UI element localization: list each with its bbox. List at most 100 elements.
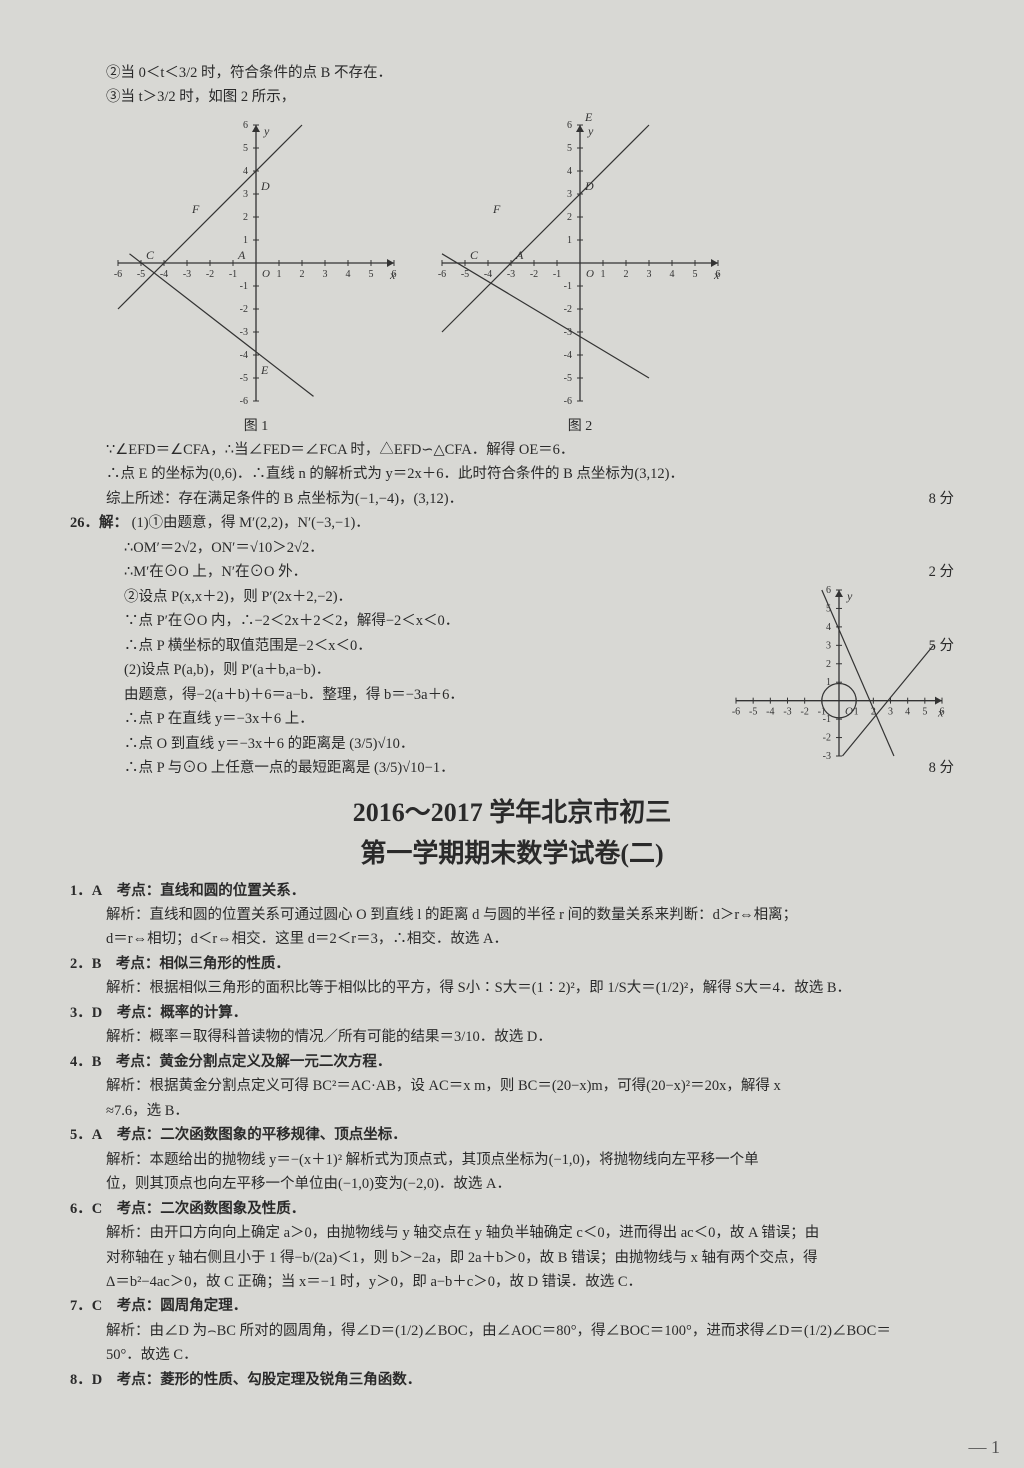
q26-num: 26．解： [70,515,128,531]
text-line: ∴OM′＝2√2，ON′＝√10＞2√2． [70,537,954,559]
svg-text:-2: -2 [800,707,808,718]
text: ∴点 P 横坐标的取值范围是−2＜x＜0． [124,638,372,654]
svg-text:A: A [237,248,246,262]
svg-text:4: 4 [346,269,351,280]
svg-text:-3: -3 [507,269,515,280]
answer-head: 4．B 考点：黄金分割点定义及解一元二次方程． [70,1051,954,1073]
svg-text:-2: -2 [530,269,538,280]
q26-row: 26．解： (1)①由题意，得 M′(2,2)，N′(−3,−1)． [70,512,954,534]
svg-text:-5: -5 [240,373,248,384]
answer-line: ≈7.6，选 B． [70,1100,954,1122]
text-line: 综上所述：存在满足条件的 B 点坐标为(−1,−4)，(3,12)． 8 分 [70,488,954,510]
answer-head: 5．A 考点：二次函数图象的平移规律、顶点坐标． [70,1124,954,1146]
svg-text:6: 6 [567,120,572,131]
answer-head: 8．D 考点：菱形的性质、勾股定理及锐角三角函数． [70,1369,954,1391]
figure-3: -6-5-4-3-2-1123456-3-2-1123456xyO [724,578,954,768]
page-number: — 1 [969,1437,1001,1458]
svg-text:4: 4 [826,622,831,633]
answer-head: 7．C 考点：圆周角定理． [70,1295,954,1317]
svg-text:E: E [584,113,593,124]
text-line: ③当 t＞3/2 时，如图 2 所示， [70,86,954,108]
answer-head: 2．B 考点：相似三角形的性质． [70,953,954,975]
svg-text:3: 3 [567,189,572,200]
svg-text:y: y [587,124,594,138]
svg-text:1: 1 [567,235,572,246]
answer-line: 解析：概率＝取得科普读物的情况／所有可能的结果＝3/10．故选 D． [70,1026,954,1048]
svg-text:2: 2 [826,659,831,670]
svg-text:F: F [492,202,501,216]
svg-text:-4: -4 [766,707,774,718]
svg-text:4: 4 [567,166,572,177]
svg-text:E: E [260,363,269,377]
answer-line: d＝r⇔相切；d＜r⇔相交．这里 d＝2＜r＝3，∴相交．故选 A． [70,928,954,950]
answer-line: 解析：根据相似三角形的面积比等于相似比的平方，得 S小∶S大＝(1∶2)²，即 … [70,977,954,999]
svg-text:-1: -1 [553,269,561,280]
answer-head: 1．A 考点：直线和圆的位置关系． [70,880,954,902]
svg-text:C: C [470,248,479,262]
svg-text:y: y [846,589,853,603]
svg-text:4: 4 [670,269,675,280]
figure-2: -6-5-4-3-2-1123456-6-5-4-3-2-1123456xyOC… [430,113,730,435]
answer-line: 解析：由∠D 为⌢BC 所对的圆周角，得∠D＝(1/2)∠BOC，由∠AOC＝8… [70,1320,954,1342]
svg-text:2: 2 [300,269,305,280]
svg-text:-6: -6 [114,269,122,280]
svg-text:3: 3 [323,269,328,280]
svg-text:-2: -2 [206,269,214,280]
svg-text:4: 4 [243,166,248,177]
svg-text:2: 2 [567,212,572,223]
svg-text:-5: -5 [749,707,757,718]
svg-text:-5: -5 [564,373,572,384]
answer-head: 3．D 考点：概率的计算． [70,1002,954,1024]
text: 综上所述：存在满足条件的 B 点坐标为(−1,−4)，(3,12)． [106,491,463,507]
svg-text:-4: -4 [564,350,572,361]
svg-text:6: 6 [243,120,248,131]
answers-block: 1．A 考点：直线和圆的位置关系．解析：直线和圆的位置关系可通过圆心 O 到直线… [70,880,954,1392]
svg-text:3: 3 [826,640,831,651]
svg-text:5: 5 [243,143,248,154]
svg-text:-1: -1 [240,281,248,292]
text-line: ∵∠EFD＝∠CFA，∴当∠FED＝∠FCA 时，△EFD∽△CFA．解得 OE… [70,439,954,461]
text: ∴M′在⊙O 上，N′在⊙O 外． [124,564,307,580]
svg-text:C: C [146,248,155,262]
figure-1-caption: 图 1 [106,415,406,435]
title-line2: 第一学期期末数学试卷(二) [70,833,954,870]
answer-line: 解析：本题给出的抛物线 y＝−(x＋1)² 解析式为顶点式，其顶点坐标为(−1,… [70,1149,954,1171]
svg-text:-1: -1 [229,269,237,280]
answer-line: Δ＝b²−4ac＞0，故 C 正确；当 x＝−1 时，y＞0，即 a−b＋c＞0… [70,1271,954,1293]
figure-row: -6 -5 -4 -3 -2 -1 1 2 3 4 5 6 -6 -5 -4 -3 -2 -1 1 2 3 4 5 6 x y O C… [106,113,954,435]
svg-text:O: O [586,268,594,280]
svg-text:x: x [389,268,396,282]
svg-text:-6: -6 [564,396,572,407]
svg-text:-2: -2 [564,304,572,315]
figure-1: -6-5-4-3-2-1123456-6-5-4-3-2-1123456xyOC… [106,113,406,435]
svg-text:3: 3 [647,269,652,280]
text-line: ∴点 E 的坐标为(0,6)．∴直线 n 的解析式为 y＝2x＋6．此时符合条件… [70,463,954,485]
svg-text:3: 3 [888,707,893,718]
svg-text:-3: -3 [783,707,791,718]
svg-text:1: 1 [601,269,606,280]
svg-text:D: D [584,179,594,193]
svg-text:2: 2 [243,212,248,223]
svg-text:5: 5 [693,269,698,280]
figure-2-caption: 图 2 [430,415,730,435]
score: 8 分 [929,488,954,510]
answer-head: 6．C 考点：二次函数图象及性质． [70,1198,954,1220]
svg-text:-5: -5 [461,269,469,280]
answer-line: 解析：由开口方向向上确定 a＞0，由抛物线与 y 轴交点在 y 轴负半轴确定 c… [70,1222,954,1244]
svg-text:-3: -3 [823,751,831,762]
svg-text:4: 4 [905,707,910,718]
svg-text:3: 3 [243,189,248,200]
answer-line: 解析：直线和圆的位置关系可通过圆心 O 到直线 l 的距离 d 与圆的半径 r … [70,904,954,926]
title-line1: 2016～2017 学年北京市初三 [70,792,954,829]
svg-text:-3: -3 [183,269,191,280]
svg-text:-6: -6 [732,707,740,718]
svg-text:x: x [713,268,720,282]
svg-text:D: D [260,179,270,193]
svg-text:-4: -4 [484,269,492,280]
svg-text:y: y [263,124,270,138]
svg-text:A: A [515,248,524,262]
answer-line: 50°．故选 C． [70,1344,954,1366]
svg-text:x: x [937,706,944,720]
svg-text:-6: -6 [438,269,446,280]
svg-text:-2: -2 [240,304,248,315]
